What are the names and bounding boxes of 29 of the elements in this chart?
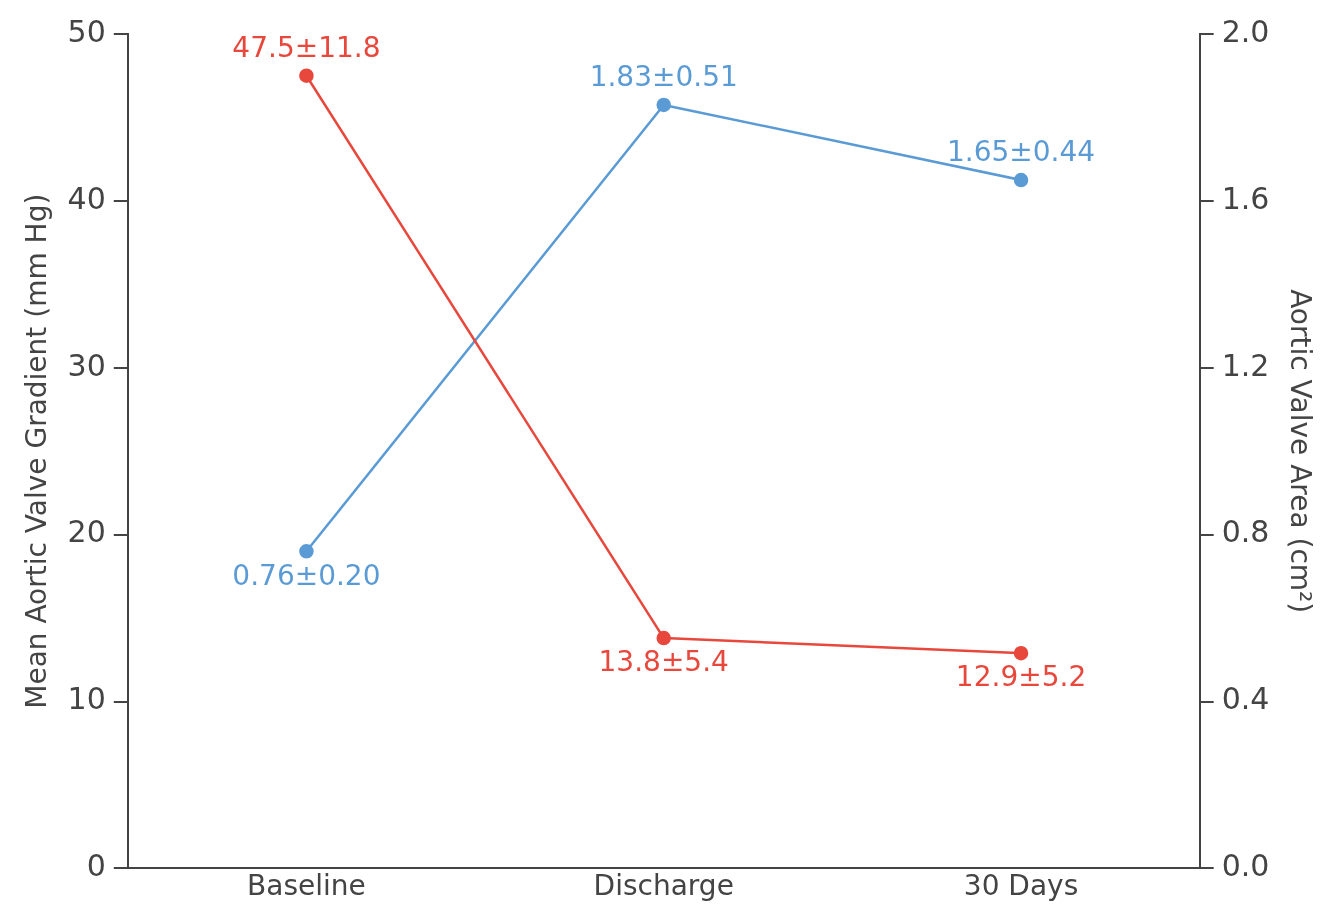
y2-tick-label: 1.2 [1221, 347, 1270, 383]
x-tick-label: Discharge [593, 869, 734, 903]
data-label: 13.8±5.4 [598, 645, 729, 679]
point [299, 68, 314, 83]
data-label: 1.83±0.51 [589, 60, 738, 94]
point [656, 97, 671, 113]
point [656, 630, 671, 646]
y2-tick-label: 0.4 [1221, 681, 1270, 717]
y-tick-label: 30 [67, 347, 106, 383]
data-label: 1.65±0.44 [946, 135, 1096, 169]
point [1013, 645, 1029, 661]
point [1013, 172, 1029, 188]
y2-tick-label: 0.8 [1221, 514, 1270, 550]
y2-tick-label: 0.0 [1221, 848, 1270, 884]
y2-tick-label: 2.0 [1221, 13, 1270, 49]
point [299, 544, 314, 559]
y2-axis-title: Aortic Valve Area (cm²) [1283, 289, 1317, 614]
y-tick-label: 40 [67, 180, 106, 216]
data-label: 0.76±0.20 [232, 558, 381, 592]
x-tick-label: Baseline [247, 869, 366, 903]
y-axis-title: Mean Aortic Valve Gradient (mm Hg) [20, 193, 54, 709]
x-tick-label: 30 Days [963, 869, 1079, 903]
y-tick-label: 50 [67, 13, 106, 49]
y-tick-label: 0 [86, 848, 106, 884]
data-label: 47.5±11.8 [232, 31, 381, 64]
y2-tick-label: 1.6 [1221, 180, 1270, 216]
data-label: 12.9±5.2 [955, 660, 1087, 694]
y-tick-label: 10 [67, 681, 106, 717]
y-tick-label: 20 [67, 514, 106, 550]
